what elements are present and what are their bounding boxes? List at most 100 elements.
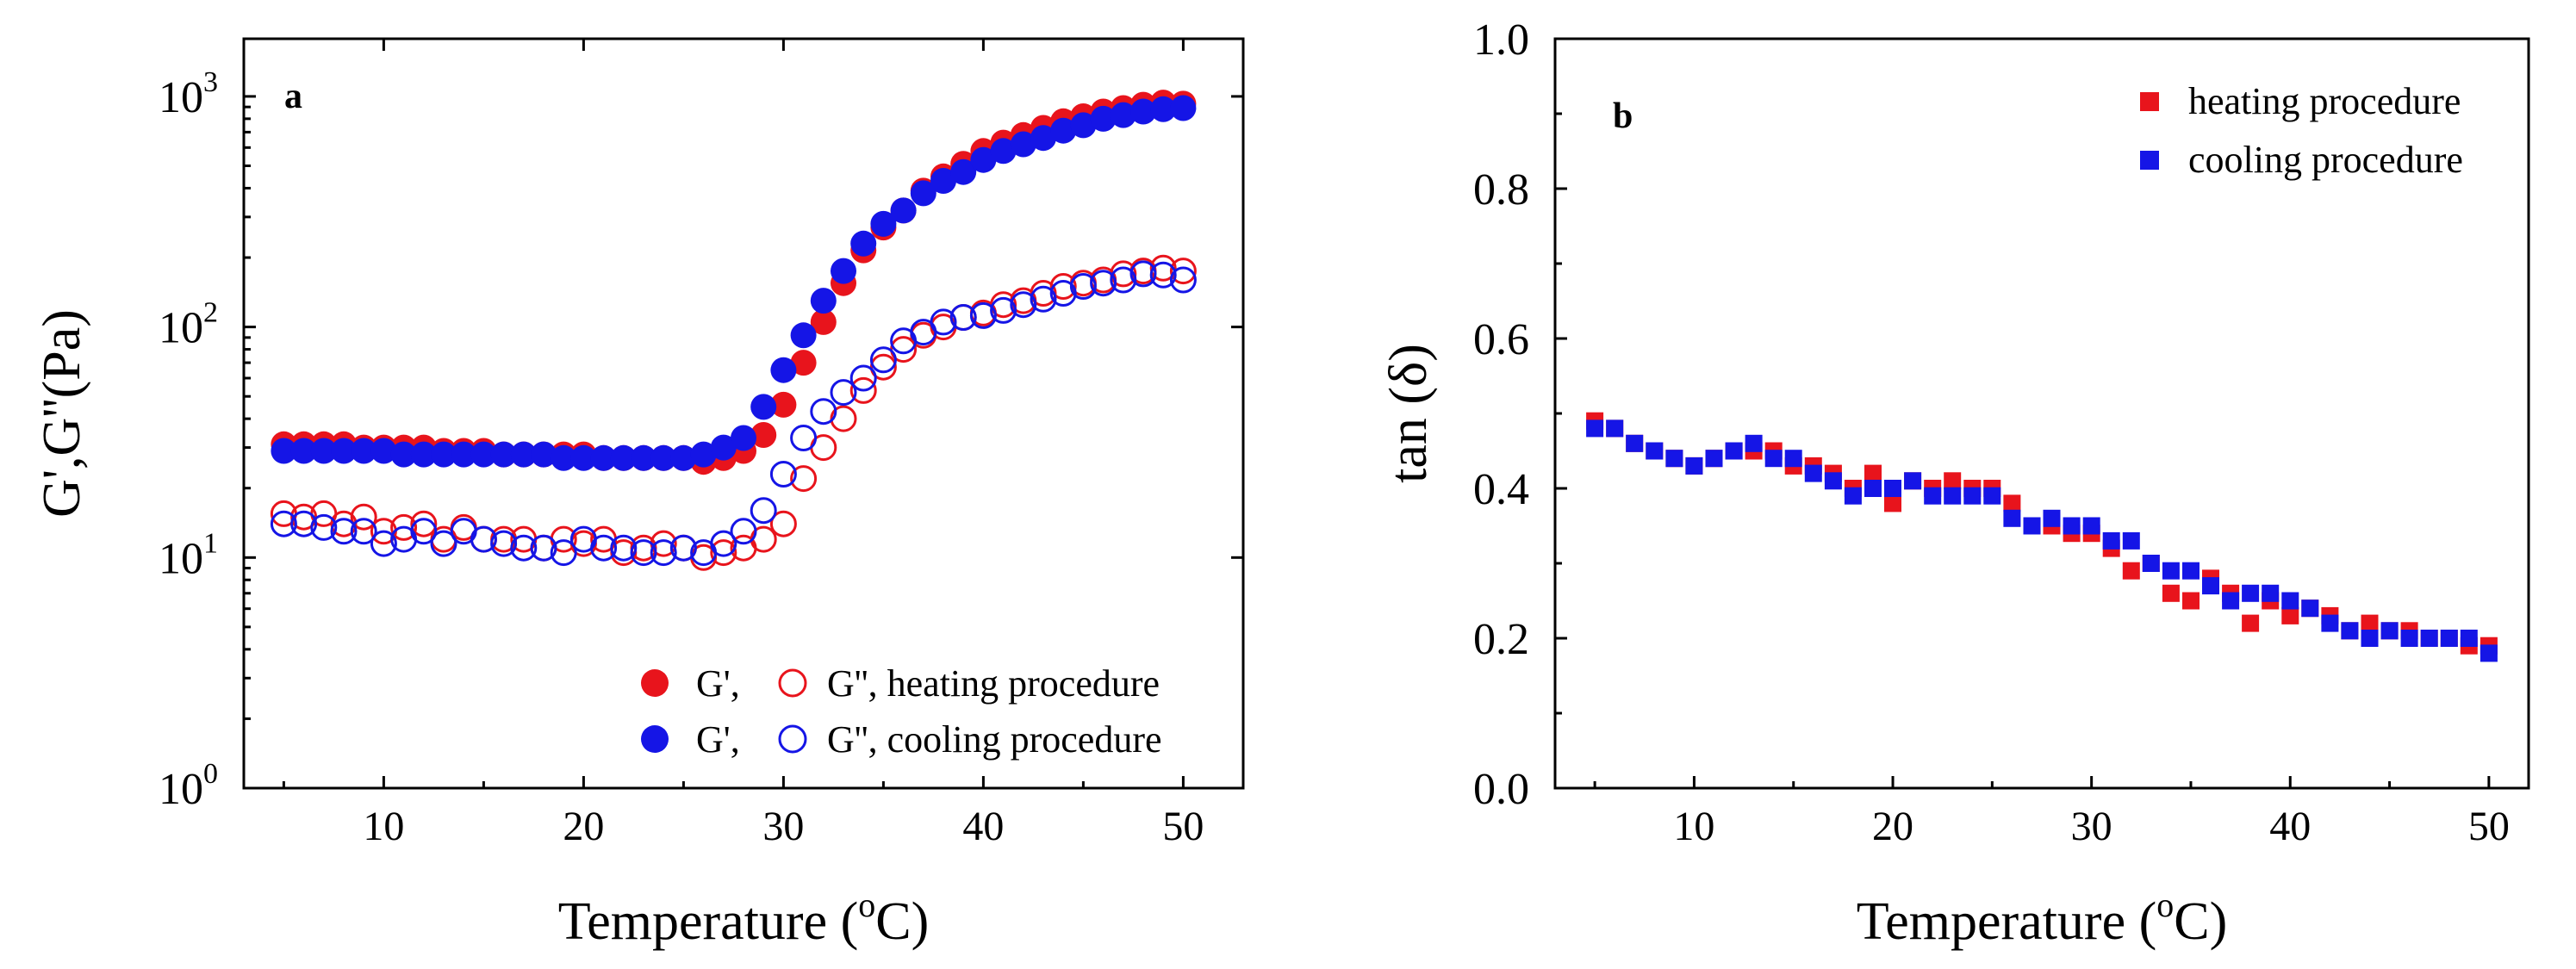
data-point — [550, 539, 577, 567]
data-point — [270, 510, 297, 537]
data-point — [1010, 131, 1036, 158]
data-point — [2222, 592, 2240, 610]
data-point — [630, 539, 657, 567]
data-point — [2162, 562, 2180, 580]
data-point — [769, 461, 797, 488]
x-axis-ticks-b: 10 20 30 40 50 — [1593, 776, 2510, 849]
x-tick-label: 20 — [1872, 804, 1913, 849]
data-point — [490, 441, 517, 468]
data-point — [2380, 622, 2399, 640]
data-point — [1606, 419, 1624, 438]
legend-a: G', G'', heating procedure G', G'', cool… — [641, 662, 1162, 761]
data-point — [770, 357, 797, 383]
data-point — [1110, 266, 1137, 294]
data-point — [1090, 105, 1117, 132]
data-point — [710, 539, 737, 567]
data-point — [631, 444, 656, 471]
data-point — [2162, 584, 2180, 602]
data-point — [2242, 614, 2260, 632]
data-point — [810, 398, 837, 425]
x-axis-ticks-a: 10 20 30 40 50 — [282, 39, 1204, 849]
data-point — [990, 138, 1017, 165]
data-point — [1784, 450, 1802, 468]
data-point — [1069, 273, 1097, 300]
y-axis-ticks-a: 100 101 102 103 — [159, 66, 1243, 814]
data-point — [1944, 487, 1962, 505]
data-point — [1864, 480, 1882, 497]
data-point — [370, 530, 397, 557]
data-point — [2182, 562, 2200, 580]
data-point — [331, 438, 357, 464]
data-point — [1626, 434, 1644, 452]
data-point — [769, 510, 797, 537]
data-point — [890, 197, 917, 224]
x-tick-label: 40 — [962, 804, 1004, 849]
data-point — [1705, 450, 1723, 468]
data-point — [730, 518, 757, 545]
legend-row-cooling: G', G'', cooling procedure — [641, 718, 1162, 761]
data-point — [750, 422, 777, 448]
data-point — [969, 301, 997, 329]
data-point — [1049, 280, 1077, 307]
data-point — [1884, 494, 1901, 512]
legend-marker-heating — [2140, 92, 2159, 111]
data-point — [930, 308, 957, 336]
data-point — [290, 438, 317, 464]
data-point — [670, 444, 697, 471]
data-points-b — [1586, 412, 2498, 662]
data-point — [2281, 606, 2299, 624]
data-point — [2301, 599, 2319, 618]
data-point — [930, 168, 956, 194]
data-point — [510, 441, 537, 468]
data-point — [710, 530, 737, 557]
data-point — [470, 525, 497, 553]
data-point — [710, 434, 737, 461]
data-point — [350, 503, 377, 531]
data-point — [1110, 102, 1136, 128]
data-point — [1150, 96, 1177, 122]
y-tick-label: 101 — [159, 527, 218, 583]
data-point — [430, 530, 457, 557]
data-point — [1944, 472, 1962, 490]
data-point — [750, 497, 777, 525]
data-point — [551, 444, 577, 471]
data-point — [830, 379, 857, 407]
data-point — [1010, 291, 1037, 319]
data-point — [2122, 562, 2140, 580]
data-point — [451, 441, 477, 468]
data-point — [731, 425, 756, 451]
x-tick-label: 50 — [1162, 804, 1204, 849]
data-point — [2003, 494, 2021, 512]
x-tick-label: 10 — [1673, 804, 1714, 849]
data-point — [650, 444, 677, 471]
chart-panel-b: 10 20 30 40 50 0.0 0.2 0.4 0.6 0.8 1.0 b Temperat… — [1379, 16, 2530, 951]
data-point — [830, 405, 857, 432]
legend-label-cooling: cooling procedure — [2188, 139, 2463, 181]
data-point — [2043, 509, 2061, 527]
x-tick-label: 30 — [762, 804, 804, 849]
data-point — [770, 391, 797, 418]
data-point — [2142, 555, 2160, 572]
data-point — [1983, 487, 2001, 505]
data-point — [1169, 266, 1197, 294]
data-point — [610, 444, 637, 471]
legend-label-gdouble-cooling: G'', cooling procedure — [827, 718, 1162, 761]
data-point — [410, 441, 437, 468]
y-axis-title-b: tan (δ) — [1379, 344, 1438, 483]
data-point — [431, 441, 457, 468]
y-axis-ticks-b: 0.0 0.2 0.4 0.6 0.8 1.0 — [1473, 16, 1567, 814]
data-point — [650, 539, 677, 567]
data-point — [351, 438, 377, 464]
data-point — [290, 510, 318, 537]
y-tick-label: 0.2 — [1473, 615, 1529, 664]
data-point — [350, 518, 377, 545]
legend-b: heating procedure cooling procedure — [2140, 80, 2463, 181]
y-tick-label: 0.8 — [1473, 165, 1529, 214]
x-tick-label: 10 — [363, 804, 404, 849]
data-point — [1685, 457, 1703, 475]
data-point — [1924, 487, 1942, 505]
legend-marker-gprime-cooling — [641, 725, 669, 753]
data-point — [990, 296, 1017, 324]
data-point — [2281, 592, 2299, 610]
data-point — [2202, 577, 2219, 595]
